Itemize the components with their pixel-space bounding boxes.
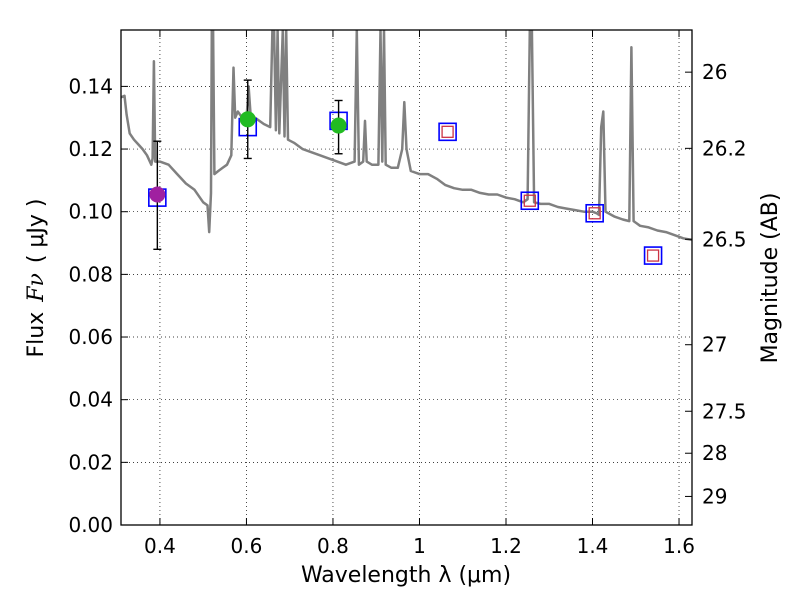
x-tick-label: 1.2 [490, 534, 522, 558]
observed-photometry-box [441, 125, 454, 138]
x-tick-label: 0.6 [231, 534, 263, 558]
observed-photometry-box [646, 249, 660, 262]
y-tick-label: 0.14 [68, 74, 113, 98]
mag-tick-label: 27.5 [702, 399, 747, 423]
x-tick-label: 0.8 [317, 534, 349, 558]
x-tick-label: 0.4 [144, 534, 176, 558]
y-axis-label: Flux Fν ( μJy ) [24, 198, 49, 357]
spectrum-layer [121, 30, 692, 242]
y-tick-label: 0.00 [68, 513, 113, 537]
model-spectrum-line [121, 30, 692, 242]
plot-area [121, 30, 692, 525]
y-axis-label-word: Flux [24, 312, 49, 358]
model-photometry-box [643, 246, 663, 265]
mag-tick-label: 27 [702, 333, 727, 357]
photometry-detection-point [149, 186, 166, 203]
y-axis-label-unit: ( μJy ) [24, 198, 49, 263]
observed-photometry-box [588, 207, 601, 220]
y-tick-label: 0.04 [68, 388, 113, 412]
model-photometry-box [438, 122, 457, 142]
x-tick-label: 1.4 [577, 534, 609, 558]
x-axis-label: Wavelength λ (μm) [301, 563, 511, 588]
y-tick-label: 0.08 [68, 262, 113, 286]
y-tick-label: 0.02 [68, 450, 113, 474]
y-tick-label: 0.06 [68, 325, 113, 349]
y-tick-label: 0.10 [68, 200, 113, 224]
photometry-detection-point [330, 117, 347, 134]
y-axis-right-label: Magnitude (AB) [758, 193, 783, 364]
ticks: 0.4 0.6 0.8 1 1.2 1.4 1.6 0.00 0.02 0.04 0.06 0.08 0… [68, 30, 747, 558]
model-photometry-box [585, 203, 604, 223]
y-axis-label-symbol: Fν [24, 273, 49, 303]
y-tick-label: 0.12 [68, 137, 113, 161]
x-tick-label: 1 [413, 534, 426, 558]
photometry-detection-point [239, 111, 256, 128]
model-photometry-box [520, 191, 540, 211]
x-tick-label: 1.6 [663, 534, 695, 558]
mag-tick-label: 29 [702, 484, 727, 508]
mag-tick-label: 26.5 [702, 227, 747, 251]
observed-photometry-box [523, 194, 536, 207]
mag-tick-label: 26 [702, 60, 727, 84]
grid [121, 30, 692, 526]
mag-tick-label: 28 [702, 441, 727, 465]
plot-frame [120, 29, 693, 526]
marker-layer [148, 79, 663, 265]
mag-tick-label: 26.2 [702, 136, 747, 160]
